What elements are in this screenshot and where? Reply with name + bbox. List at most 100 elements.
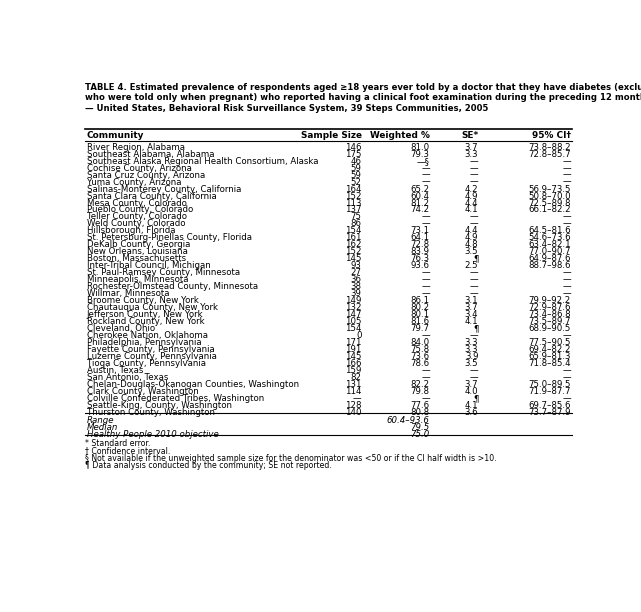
Text: 81.2: 81.2 [411,198,429,207]
Text: 66.1–82.2: 66.1–82.2 [528,206,571,214]
Text: —: — [470,331,478,340]
Text: 72.8: 72.8 [411,241,429,249]
Text: 3.7: 3.7 [465,303,478,312]
Text: 154: 154 [345,226,362,236]
Text: Chelan-Douglas-Okanogan Counties, Washington: Chelan-Douglas-Okanogan Counties, Washin… [87,380,299,389]
Text: Santa Cruz County, Arizona: Santa Cruz County, Arizona [87,171,205,179]
Text: 114: 114 [345,387,362,396]
Text: 3.5: 3.5 [465,247,478,256]
Text: —: — [421,275,429,284]
Text: § Not available if the unweighted sample size for the denominator was <50 or if : § Not available if the unweighted sample… [85,453,497,463]
Text: —: — [562,177,571,187]
Text: —§: —§ [417,157,429,166]
Text: Inter-Tribal Council, Michigan: Inter-Tribal Council, Michigan [87,261,210,271]
Text: 73.7–87.9: 73.7–87.9 [528,408,571,417]
Text: Cochise County, Arizona: Cochise County, Arizona [87,163,192,173]
Text: —: — [470,275,478,284]
Text: —: — [421,282,429,291]
Text: 60.4: 60.4 [411,192,429,201]
Text: 79.8: 79.8 [411,387,429,396]
Text: 3.1: 3.1 [465,296,478,305]
Text: 4.4: 4.4 [465,226,478,236]
Text: —: — [470,171,478,179]
Text: Minneapolis, Minnesota: Minneapolis, Minnesota [87,275,188,284]
Text: 64.1: 64.1 [411,233,429,242]
Text: 69.4–82.2: 69.4–82.2 [528,345,571,354]
Text: 81.6: 81.6 [411,317,429,326]
Text: 4.1: 4.1 [465,401,478,410]
Text: Range: Range [87,416,114,425]
Text: —: — [562,268,571,277]
Text: 3.6: 3.6 [465,408,478,417]
Text: —: — [470,282,478,291]
Text: Thurston County, Washington: Thurston County, Washington [87,408,215,417]
Text: 4.2: 4.2 [465,185,478,193]
Text: 159: 159 [345,366,362,375]
Text: 75: 75 [351,212,362,222]
Text: 76.3: 76.3 [411,255,429,263]
Text: 4.1: 4.1 [465,206,478,214]
Text: —: — [562,157,571,166]
Text: St. Petersburg-Pinellas County, Florida: St. Petersburg-Pinellas County, Florida [87,233,251,242]
Text: Luzerne County, Pennsylvania: Luzerne County, Pennsylvania [87,352,217,361]
Text: 79.3: 79.3 [411,150,429,159]
Text: —: — [470,212,478,222]
Text: 81.0: 81.0 [411,143,429,152]
Text: 132: 132 [345,303,362,312]
Text: —: — [470,289,478,298]
Text: 46: 46 [351,157,362,166]
Text: 64.9–87.6: 64.9–87.6 [528,255,571,263]
Text: —: — [353,394,362,403]
Text: River Region, Alabama: River Region, Alabama [87,143,185,152]
Text: Seattle-King, County, Washington: Seattle-King, County, Washington [87,401,231,410]
Text: 80.8: 80.8 [411,408,429,417]
Text: —: — [470,157,478,166]
Text: 93.6: 93.6 [411,261,429,271]
Text: 60.4–93.6: 60.4–93.6 [387,416,429,425]
Text: Cherokee Nation, Oklahoma: Cherokee Nation, Oklahoma [87,331,208,340]
Text: San Antonio, Texas: San Antonio, Texas [87,373,168,382]
Text: —: — [421,394,429,403]
Text: 152: 152 [345,192,362,201]
Text: Rochester-Olmstead County, Minnesota: Rochester-Olmstead County, Minnesota [87,282,258,291]
Text: Salinas-Monterey County, California: Salinas-Monterey County, California [87,185,241,193]
Text: 52: 52 [351,177,362,187]
Text: —: — [470,268,478,277]
Text: 68.9–90.5: 68.9–90.5 [529,324,571,333]
Text: 73.5–89.7: 73.5–89.7 [528,317,571,326]
Text: Cleveland, Ohio: Cleveland, Ohio [87,324,154,333]
Text: Willmar, Minnesota: Willmar, Minnesota [87,289,169,298]
Text: 71.9–87.7: 71.9–87.7 [528,387,571,396]
Text: —: — [421,366,429,375]
Text: 86: 86 [351,220,362,228]
Text: 154: 154 [345,324,362,333]
Text: 0: 0 [356,331,362,340]
Text: 36: 36 [351,275,362,284]
Text: TABLE 4. Estimated prevalence of respondents aged ≥18 years ever told by a docto: TABLE 4. Estimated prevalence of respond… [85,83,641,113]
Text: 59: 59 [351,171,362,179]
Text: 77.0–90.7: 77.0–90.7 [528,247,571,256]
Text: 79.9–92.2: 79.9–92.2 [529,296,571,305]
Text: 171: 171 [345,338,362,347]
Text: —: — [421,220,429,228]
Text: 4.9: 4.9 [465,233,478,242]
Text: 147: 147 [345,310,362,319]
Text: 75.0: 75.0 [410,430,429,439]
Text: 4.4: 4.4 [465,198,478,207]
Text: —: — [470,373,478,382]
Text: 39: 39 [351,289,362,298]
Text: Broome County, New York: Broome County, New York [87,296,199,305]
Text: Weld County, Colorado: Weld County, Colorado [87,220,185,228]
Text: 3.3: 3.3 [465,150,478,159]
Text: 72.5–89.8: 72.5–89.8 [528,198,571,207]
Text: 86.1: 86.1 [411,296,429,305]
Text: —: — [470,177,478,187]
Text: 50.8–70.0: 50.8–70.0 [528,192,571,201]
Text: 84.0: 84.0 [411,338,429,347]
Text: 75.0–89.5: 75.0–89.5 [528,380,571,389]
Text: 79.7: 79.7 [411,324,429,333]
Text: —: — [562,289,571,298]
Text: —: — [470,220,478,228]
Text: —: — [562,282,571,291]
Text: 80.2: 80.2 [411,303,429,312]
